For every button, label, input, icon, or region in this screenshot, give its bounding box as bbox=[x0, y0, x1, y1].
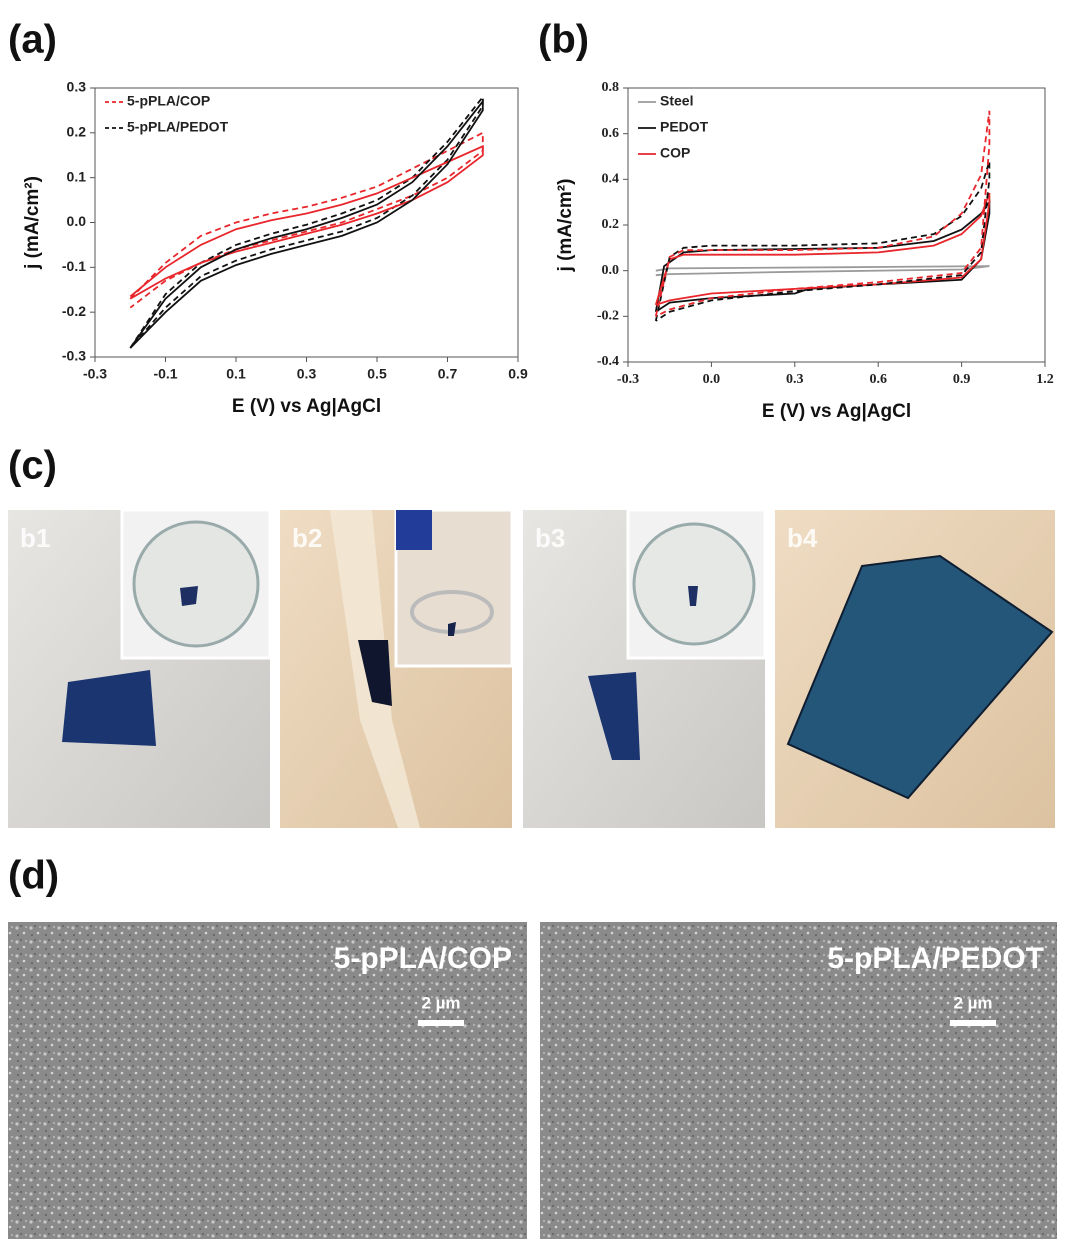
panel-label: (b) bbox=[538, 18, 589, 62]
panel-label: (c) bbox=[8, 444, 57, 488]
cv-curve bbox=[654, 110, 991, 318]
cv-curve bbox=[129, 131, 484, 309]
x-tick-label: 0.1 bbox=[226, 366, 246, 382]
photo-b3 bbox=[523, 508, 767, 828]
cv-curve bbox=[654, 199, 991, 313]
x-axis-label: E (V) vs Ag|AgCl bbox=[232, 396, 381, 417]
y-tick-label: -0.2 bbox=[62, 303, 86, 319]
cv-curve bbox=[655, 265, 990, 277]
legend-label: 5-pPLA/COP bbox=[127, 93, 210, 109]
x-tick-label: -0.1 bbox=[153, 366, 177, 382]
x-tick-label: 0.6 bbox=[869, 372, 887, 387]
sem-label: 5-pPLA/PEDOT bbox=[827, 942, 1044, 975]
y-tick-label: 0.6 bbox=[602, 126, 620, 141]
y-tick-label: -0.3 bbox=[62, 348, 86, 364]
sem-image bbox=[540, 922, 1057, 1239]
legend-label: PEDOT bbox=[660, 119, 709, 135]
photo-label: b1 bbox=[20, 523, 50, 553]
sem-label: 5-pPLA/COP bbox=[334, 942, 512, 975]
photo-b1 bbox=[8, 508, 272, 828]
y-tick-label: -0.4 bbox=[597, 354, 619, 369]
photo-label: b4 bbox=[787, 523, 818, 553]
photo-label: b3 bbox=[535, 523, 565, 553]
x-tick-label: 0.3 bbox=[297, 366, 317, 382]
legend-label: Steel bbox=[660, 93, 693, 109]
x-tick-label: 0.9 bbox=[953, 372, 971, 387]
cv-curve bbox=[129, 98, 484, 349]
y-axis-label: j (mA/cm²) bbox=[555, 179, 576, 273]
cv-curve bbox=[654, 160, 991, 322]
panel-label: (a) bbox=[8, 18, 57, 62]
x-tick-label: -0.3 bbox=[617, 372, 639, 387]
cv-curve bbox=[129, 144, 484, 300]
panel-label: (d) bbox=[8, 854, 59, 898]
x-tick-label: 0.7 bbox=[438, 366, 458, 382]
x-tick-label: 0.0 bbox=[703, 372, 721, 387]
y-tick-label: 0.3 bbox=[67, 79, 87, 95]
y-tick-label: 0.8 bbox=[602, 80, 620, 95]
x-axis-label: E (V) vs Ag|AgCl bbox=[762, 401, 911, 422]
photo-b4 bbox=[775, 510, 1055, 828]
y-tick-label: -0.2 bbox=[597, 309, 619, 324]
y-tick-label: 0.2 bbox=[67, 124, 87, 140]
x-tick-label: 0.9 bbox=[508, 366, 528, 382]
y-tick-label: -0.1 bbox=[62, 258, 86, 274]
y-tick-label: 0.0 bbox=[67, 213, 87, 229]
photo-b2 bbox=[280, 508, 514, 828]
x-tick-label: 0.5 bbox=[367, 366, 387, 382]
x-tick-label: 1.2 bbox=[1036, 372, 1054, 387]
y-tick-label: 0.2 bbox=[602, 217, 620, 232]
y-tick-label: 0.1 bbox=[67, 168, 87, 184]
scale-label: 2 µm bbox=[953, 993, 992, 1012]
legend-label: COP bbox=[660, 145, 690, 161]
y-axis-label: j (mA/cm²) bbox=[22, 176, 43, 270]
y-tick-label: 0.4 bbox=[602, 172, 620, 187]
scale-label: 2 µm bbox=[421, 993, 460, 1012]
x-tick-label: -0.3 bbox=[83, 366, 107, 382]
legend-label: 5-pPLA/PEDOT bbox=[127, 119, 229, 135]
y-tick-label: 0.0 bbox=[602, 263, 620, 278]
sem-image bbox=[8, 922, 527, 1239]
photo-label: b2 bbox=[292, 523, 322, 553]
x-tick-label: 0.3 bbox=[786, 372, 804, 387]
